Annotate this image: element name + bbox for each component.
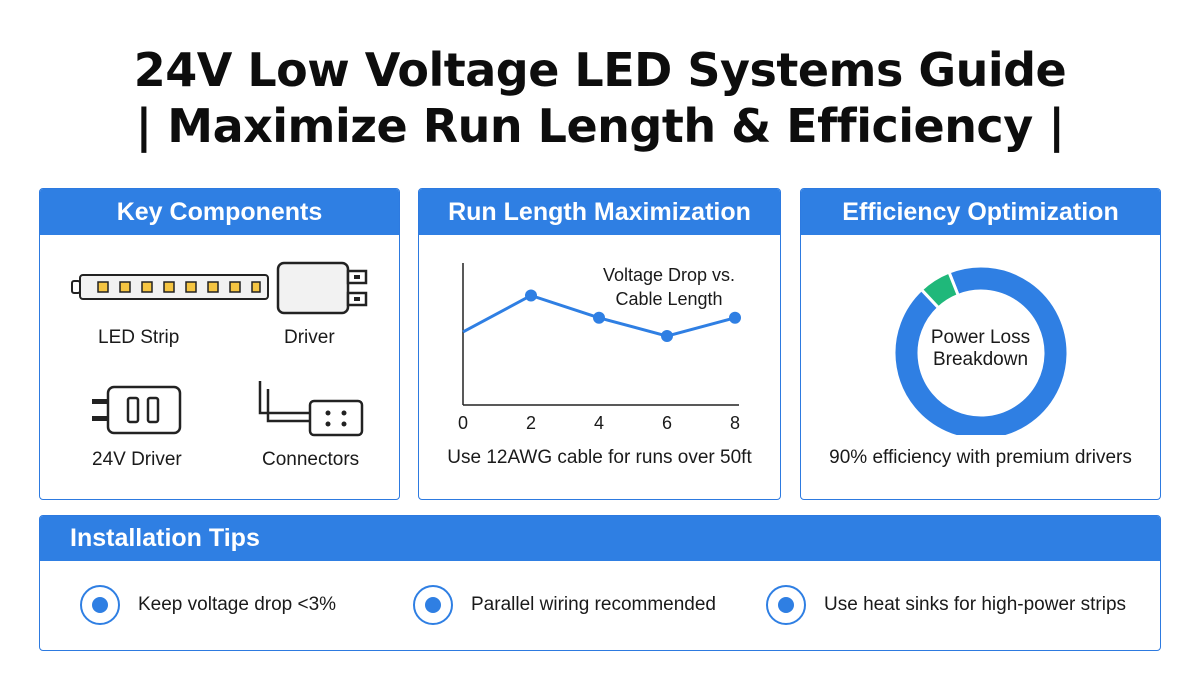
tip-radio-icon[interactable] [413, 585, 453, 625]
x-tick-label: 8 [730, 413, 740, 433]
tip-radio-icon[interactable] [766, 585, 806, 625]
x-tick-label: 2 [526, 413, 536, 433]
tip-item-2: Parallel wiring recommended [413, 585, 716, 625]
efficiency-note: 90% efficiency with premium drivers [829, 447, 1132, 468]
chart-data-point [593, 311, 605, 324]
installation-tips-card: Installation Tips Keep voltage drop <3% … [39, 515, 1161, 651]
component-label-connectors: Connectors [262, 449, 360, 470]
title-line-2: | Maximize Run Length & Efficiency | [135, 99, 1065, 153]
run-length-header: Run Length Maximization [419, 189, 780, 235]
chart-data-point [525, 289, 537, 302]
key-components-header: Key Components [40, 189, 399, 235]
chart-title-line-1: Voltage Drop vs. [603, 265, 735, 285]
x-tick-label: 6 [662, 413, 672, 433]
radio-dot-icon [425, 597, 441, 613]
driver-icon [276, 261, 368, 315]
page-title: 24V Low Voltage LED Systems Guide | Maxi… [0, 42, 1200, 154]
installation-tips-header: Installation Tips [40, 516, 1160, 561]
run-length-note: Use 12AWG cable for runs over 50ft [447, 447, 752, 468]
plug-driver-icon [92, 385, 182, 435]
chart-data-point [729, 311, 741, 324]
chart-title-line-2: Cable Length [615, 289, 722, 309]
run-length-card: Run Length Maximization Voltage Drop vs.… [418, 188, 781, 500]
x-tick-label: 4 [594, 413, 604, 433]
title-line-1: 24V Low Voltage LED Systems Guide [133, 43, 1067, 97]
radio-dot-icon [92, 597, 108, 613]
donut-label-line-1: Power Loss [930, 327, 1031, 348]
efficiency-card: Efficiency Optimization Power Loss Break… [800, 188, 1161, 500]
donut-label-line-2: Breakdown [932, 349, 1029, 370]
donut-label: Power Loss Breakdown [801, 327, 1160, 371]
component-label-24v-driver: 24V Driver [92, 449, 182, 470]
power-loss-donut [892, 264, 1070, 435]
donut-slice [919, 270, 961, 310]
tip-text-3: Use heat sinks for high-power strips [824, 594, 1127, 615]
led-strip-icon [71, 274, 269, 300]
connector-icon [258, 381, 364, 437]
tip-item-1: Keep voltage drop <3% [80, 585, 336, 625]
tip-item-3: Use heat sinks for high-power strips [766, 585, 1126, 625]
tip-text-2: Parallel wiring recommended [471, 594, 716, 615]
voltage-drop-chart: Voltage Drop vs. Cable Length 0 2 4 6 8 [458, 263, 741, 433]
chart-data-point [661, 330, 673, 343]
radio-dot-icon [778, 597, 794, 613]
tip-radio-icon[interactable] [80, 585, 120, 625]
key-components-card: Key Components LED Strip [39, 188, 400, 500]
efficiency-header: Efficiency Optimization [801, 189, 1160, 235]
tip-text-1: Keep voltage drop <3% [138, 594, 337, 615]
component-label-driver: Driver [284, 327, 335, 348]
component-label-led-strip: LED Strip [98, 327, 180, 348]
x-tick-label: 0 [458, 413, 468, 433]
